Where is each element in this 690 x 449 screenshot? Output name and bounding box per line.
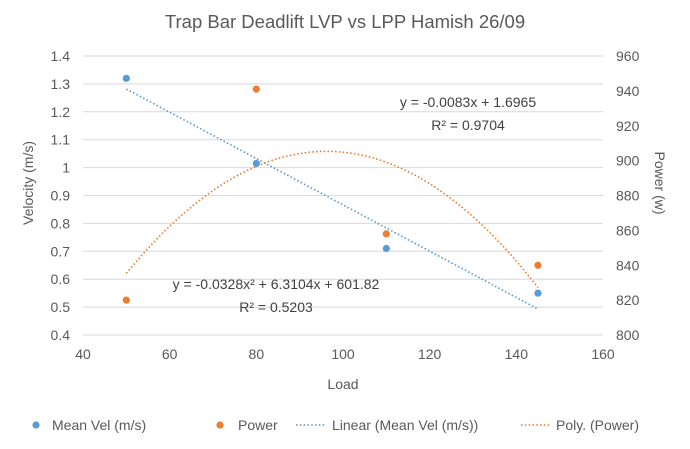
y-tick-label-5: 0.9 — [51, 188, 71, 204]
x-tick-label-3: 100 — [331, 346, 355, 362]
power-point-1 — [252, 85, 260, 93]
y-tick-label-10: 1.4 — [51, 48, 71, 64]
y2-tick-labels: 800 820 840 860 880 900 920 940 960 — [616, 48, 640, 343]
linear-trendline-r2: R² = 0.9704 — [431, 117, 505, 133]
x-tick-label-4: 120 — [418, 346, 442, 362]
mean-vel-point-3 — [534, 289, 542, 297]
y2-axis-title: Power (w) — [652, 151, 668, 214]
legend-label-3: Poly. (Power) — [556, 417, 639, 433]
y-tick-label-1: 0.5 — [51, 299, 71, 315]
y2-tick-label-5: 900 — [616, 153, 640, 169]
legend-marker-0 — [32, 421, 40, 429]
y2-tick-label-4: 880 — [616, 188, 640, 204]
legend: Mean Vel (m/s) Power Linear (Mean Vel (m/s… — [32, 417, 639, 433]
y-axis-title: Velocity (m/s) — [20, 141, 36, 225]
legend-label-2: Linear (Mean Vel (m/s)) — [332, 417, 478, 433]
y2-tick-label-3: 860 — [616, 222, 640, 238]
y2-tick-label-8: 960 — [616, 48, 640, 64]
y2-tick-label-6: 920 — [616, 118, 640, 134]
y-tick-label-3: 0.7 — [51, 243, 71, 259]
data-points — [122, 74, 542, 304]
gridlines — [83, 55, 603, 336]
y-tick-label-2: 0.6 — [51, 271, 71, 287]
x-tick-label-6: 160 — [591, 346, 615, 362]
trendlines — [125, 88, 539, 310]
legend-marker-1 — [216, 421, 224, 429]
y-tick-labels: 0.4 0.5 0.6 0.7 0.8 0.9 1 1.1 1.2 1.3 1.4 — [51, 48, 71, 343]
poly-trendline-r2: R² = 0.5203 — [239, 299, 313, 315]
linear-trendline-equation: y = -0.0083x + 1.6965 — [400, 94, 536, 110]
y2-tick-label-1: 820 — [616, 292, 640, 308]
y2-tick-label-0: 800 — [616, 327, 640, 343]
poly-trendline-equation: y = -0.0328x² + 6.3104x + 601.82 — [173, 276, 380, 292]
x-tick-label-5: 140 — [505, 346, 529, 362]
trendline-poly — [125, 150, 539, 289]
y-tick-label-4: 0.8 — [51, 215, 71, 231]
y-tick-label-0: 0.4 — [51, 327, 71, 343]
chart-title: Trap Bar Deadlift LVP vs LPP Hamish 26/0… — [165, 11, 525, 32]
legend-label-1: Power — [238, 417, 278, 433]
y-tick-label-7: 1.1 — [51, 132, 71, 148]
power-point-3 — [534, 261, 542, 269]
y-tick-label-8: 1.2 — [51, 104, 71, 120]
y-tick-label-6: 1 — [62, 160, 70, 176]
power-point-2 — [382, 230, 390, 238]
mean-vel-point-0 — [122, 74, 130, 82]
mean-vel-point-1 — [252, 159, 260, 168]
legend-label-0: Mean Vel (m/s) — [52, 417, 146, 433]
mean-vel-point-2 — [382, 244, 390, 253]
y2-tick-label-7: 940 — [616, 83, 640, 99]
x-tick-label-2: 80 — [249, 346, 265, 362]
x-tick-label-0: 40 — [75, 346, 91, 362]
y-tick-label-9: 1.3 — [51, 76, 71, 92]
x-axis-title: Load — [327, 376, 358, 392]
trendline-linear — [125, 88, 539, 310]
power-point-0 — [122, 296, 130, 304]
x-tick-labels: 40 60 80 100 120 140 160 — [75, 346, 615, 362]
y2-tick-label-2: 840 — [616, 257, 640, 273]
x-tick-label-1: 60 — [162, 346, 178, 362]
